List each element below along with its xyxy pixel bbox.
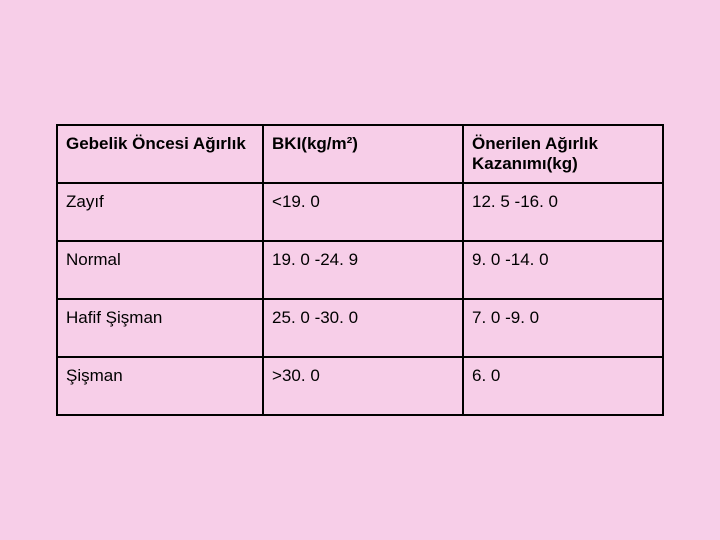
header-pre-pregnancy-weight: Gebelik Öncesi Ağırlık [57,125,263,183]
table-row: Şişman >30. 0 6. 0 [57,357,663,415]
cell-category: Şişman [57,357,263,415]
table-row: Zayıf <19. 0 12. 5 -16. 0 [57,183,663,241]
cell-gain: 7. 0 -9. 0 [463,299,663,357]
table-row: Hafif Şişman 25. 0 -30. 0 7. 0 -9. 0 [57,299,663,357]
cell-gain: 9. 0 -14. 0 [463,241,663,299]
header-bmi: BKI(kg/m²) [263,125,463,183]
table-row: Normal 19. 0 -24. 9 9. 0 -14. 0 [57,241,663,299]
cell-category: Normal [57,241,263,299]
cell-category: Zayıf [57,183,263,241]
bmi-weight-gain-table-container: Gebelik Öncesi Ağırlık BKI(kg/m²) Öneril… [56,124,664,416]
cell-bmi: 19. 0 -24. 9 [263,241,463,299]
cell-gain: 12. 5 -16. 0 [463,183,663,241]
table-header-row: Gebelik Öncesi Ağırlık BKI(kg/m²) Öneril… [57,125,663,183]
cell-bmi: 25. 0 -30. 0 [263,299,463,357]
cell-gain: 6. 0 [463,357,663,415]
header-recommended-gain: Önerilen Ağırlık Kazanımı(kg) [463,125,663,183]
cell-category: Hafif Şişman [57,299,263,357]
cell-bmi: <19. 0 [263,183,463,241]
bmi-weight-gain-table: Gebelik Öncesi Ağırlık BKI(kg/m²) Öneril… [56,124,664,416]
cell-bmi: >30. 0 [263,357,463,415]
